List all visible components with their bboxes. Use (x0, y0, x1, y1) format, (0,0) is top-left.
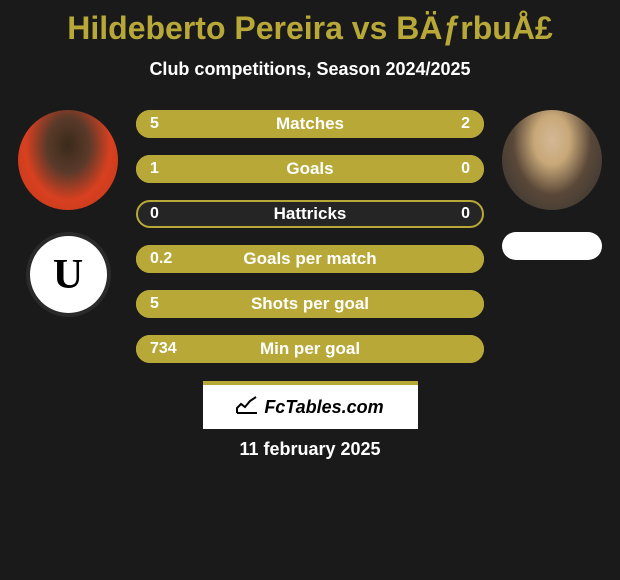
main-content: 5 2 Matches 1 0 Goals 0 0 Hattricks 0.2 Goals per … (10, 110, 610, 363)
stat-label: Min per goal (260, 339, 360, 359)
stat-bar-container: 5 Shots per goal (136, 290, 484, 318)
stat-row: 0 0 Hattricks (136, 200, 484, 228)
team2-logo (502, 232, 602, 260)
stat-bar-container: 5 2 Matches (136, 110, 484, 138)
stats-column: 5 2 Matches 1 0 Goals 0 0 Hattricks 0.2 Goals per … (136, 110, 484, 363)
stat-bar-container: 734 Min per goal (136, 335, 484, 363)
stat-value-player1: 5 (150, 115, 159, 133)
stat-bar-container: 0 0 Hattricks (136, 200, 484, 228)
stat-row: 5 Shots per goal (136, 290, 484, 318)
stat-value-player1: 0.2 (150, 250, 172, 268)
stat-value-player1: 734 (150, 340, 177, 358)
stat-value-player1: 5 (150, 295, 159, 313)
stat-row: 1 0 Goals (136, 155, 484, 183)
stat-value-player1: 0 (150, 205, 159, 223)
stat-value-player2: 0 (461, 205, 470, 223)
team1-logo (26, 232, 111, 317)
stat-value-player1: 1 (150, 160, 159, 178)
page-subtitle: Club competitions, Season 2024/2025 (10, 59, 610, 80)
page-title: Hildeberto Pereira vs BÄƒrbuÅ£ (10, 10, 610, 47)
site-badge[interactable]: FcTables.com (203, 381, 418, 429)
stat-bar-container: 0.2 Goals per match (136, 245, 484, 273)
player2-column (502, 110, 602, 260)
stat-bar-container: 1 0 Goals (136, 155, 484, 183)
date-label: 11 february 2025 (10, 439, 610, 460)
player1-column (18, 110, 118, 317)
stat-value-player2: 2 (461, 115, 470, 133)
stat-label: Shots per goal (251, 294, 369, 314)
comparison-card: Hildeberto Pereira vs BÄƒrbuÅ£ Club comp… (0, 0, 620, 470)
player2-avatar (502, 110, 602, 210)
site-name: FcTables.com (264, 397, 383, 418)
chart-icon (236, 396, 258, 419)
stat-row: 5 2 Matches (136, 110, 484, 138)
stat-label: Goals (286, 159, 333, 179)
stat-label: Goals per match (243, 249, 376, 269)
stat-bar-player1 (136, 110, 384, 138)
stat-value-player2: 0 (461, 160, 470, 178)
stat-label: Matches (276, 114, 344, 134)
stat-row: 734 Min per goal (136, 335, 484, 363)
stat-row: 0.2 Goals per match (136, 245, 484, 273)
player1-avatar (18, 110, 118, 210)
stat-label: Hattricks (274, 204, 347, 224)
